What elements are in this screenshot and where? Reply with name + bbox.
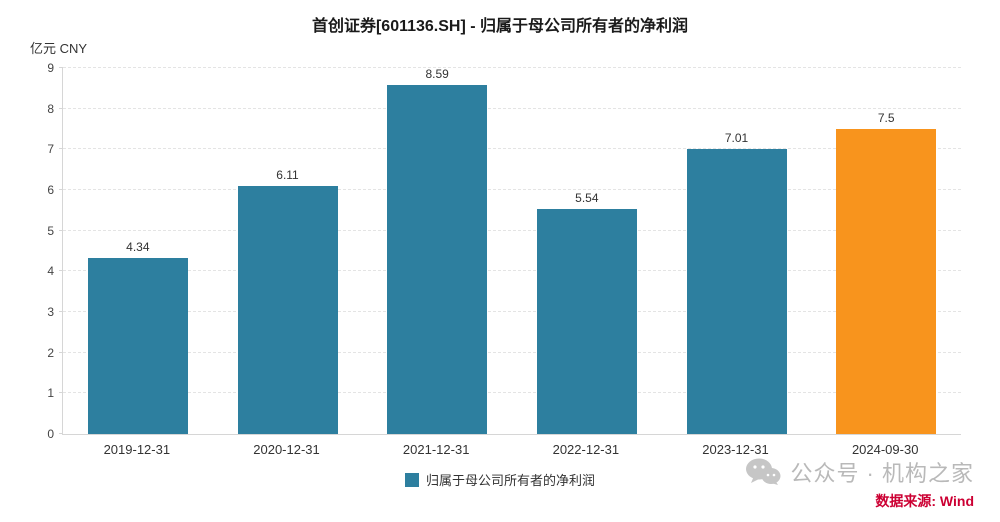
- y-tick-mark: [59, 270, 63, 272]
- y-tick-label: 2: [47, 345, 54, 360]
- bar-slot: 7.01: [662, 68, 812, 434]
- y-axis-unit-label: 亿元 CNY: [30, 41, 88, 56]
- y-tick-label: 1: [47, 386, 54, 401]
- bar-slot: 4.34: [63, 68, 213, 434]
- y-tick-mark: [59, 229, 63, 231]
- y-tick-mark: [59, 67, 63, 68]
- gridline: [63, 351, 961, 353]
- y-tick-label: 6: [47, 183, 54, 197]
- chart-title: 首创证券[601136.SH] - 归属于母公司所有者的净利润: [311, 18, 689, 35]
- y-tick-mark: [59, 311, 63, 312]
- y-tick-label: 8: [47, 101, 54, 116]
- bar-value-label: 5.54: [575, 190, 599, 205]
- bar-2019-12-31: 4.34: [87, 240, 188, 434]
- y-tick-label: 3: [47, 305, 54, 319]
- gridline: [63, 229, 961, 231]
- bar-slot: 5.54: [512, 68, 662, 434]
- bar-slot: 7.5: [811, 68, 961, 434]
- bar-2020-12-31: 6.11: [237, 168, 338, 434]
- bar-slot: 8.59: [362, 67, 512, 434]
- wechat-icon: [745, 457, 781, 487]
- watermark: 公众号 · 机构之家 数据来源: Wind: [745, 456, 974, 511]
- bar-value-label: 8.59: [425, 66, 449, 81]
- y-tick-label: 9: [47, 61, 54, 75]
- x-tick-label: 2022-12-31: [552, 442, 620, 457]
- bar-value-label: 4.34: [126, 239, 150, 254]
- bar-slot: 6.11: [213, 68, 363, 434]
- legend-swatch: [404, 472, 419, 487]
- y-tick-mark: [59, 433, 63, 434]
- bar-value-label: 7.5: [877, 111, 895, 125]
- gridline: [63, 270, 961, 272]
- y-tick-label: 5: [47, 223, 54, 238]
- data-source-text: 数据来源: Wind: [875, 493, 974, 509]
- y-tick-mark: [59, 148, 63, 150]
- y-tick-mark: [59, 351, 63, 353]
- bars-group: 4.34 6.11 8.59 5.54 7.01 7.5: [63, 67, 961, 434]
- bar-2021-12-31: 8.59: [387, 67, 488, 434]
- bar-2022-12-31: 5.54: [536, 191, 637, 434]
- bar-2024-09-30: 7.5: [836, 111, 937, 434]
- y-tick-mark: [59, 392, 63, 394]
- gridline: [63, 392, 961, 394]
- gridline: [63, 107, 961, 109]
- plot-area: 0 1 2 3 4 5 6 7 8 9 4.34 6.11 8.59 5.54 7.01 7.5: [47, 62, 961, 440]
- y-tick-mark: [59, 189, 63, 190]
- x-tick-label: 2023-12-31: [702, 442, 769, 457]
- y-tick-label: 7: [47, 142, 54, 157]
- y-tick-label: 4: [47, 264, 54, 279]
- bar-2023-12-31: 7.01: [686, 131, 787, 434]
- watermark-account-text: 公众号 · 机构之家: [790, 461, 974, 486]
- gridline: [63, 148, 961, 150]
- gridline: [63, 67, 961, 68]
- y-tick-mark: [59, 107, 63, 109]
- bar-value-label: 7.01: [724, 130, 749, 145]
- legend: 归属于母公司所有者的净利润: [0, 470, 1000, 489]
- x-tick-label: 2019-12-31: [103, 442, 171, 457]
- x-tick-label: 2020-12-31: [253, 442, 320, 457]
- gridline: [63, 311, 961, 312]
- x-axis-labels: 2019-12-31 2020-12-31 2021-12-31 2022-12-31…: [62, 442, 960, 457]
- gridline: [63, 189, 961, 190]
- x-tick-label: 2024-09-30: [851, 442, 919, 457]
- y-tick-label: 0: [47, 427, 54, 441]
- bar-value-label: 6.11: [276, 167, 299, 182]
- x-tick-label: 2021-12-31: [402, 442, 470, 457]
- legend-label: 归属于母公司所有者的净利润: [425, 473, 595, 488]
